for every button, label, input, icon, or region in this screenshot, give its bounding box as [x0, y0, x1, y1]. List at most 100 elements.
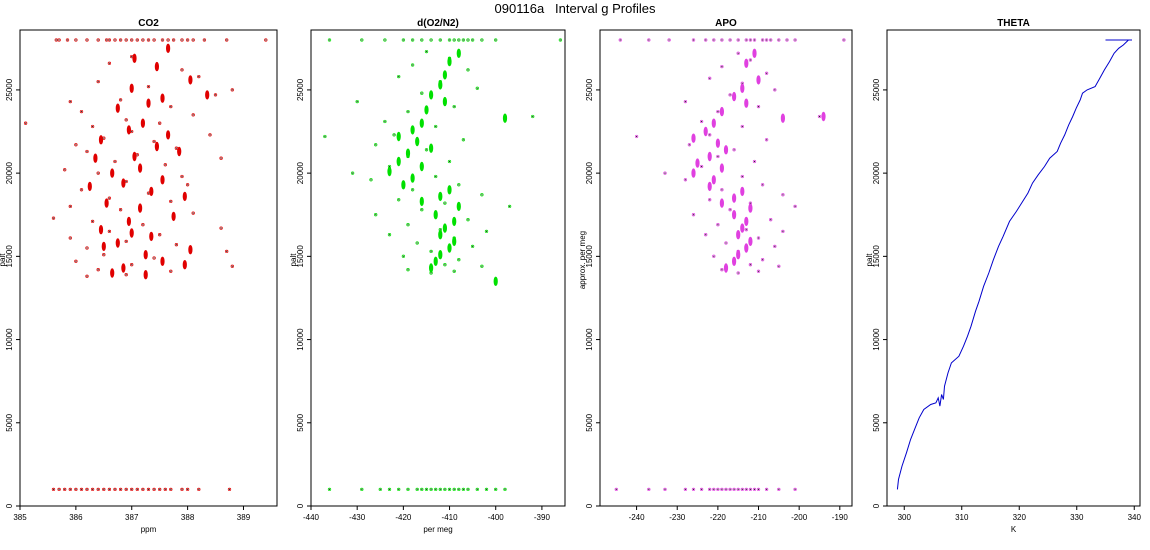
data-point	[634, 134, 639, 139]
data-point	[107, 38, 112, 42]
data-point	[202, 38, 207, 42]
dense-point-cluster	[452, 236, 457, 247]
dense-point-cluster	[387, 166, 392, 177]
data-point	[152, 487, 156, 492]
data-point-center	[733, 488, 735, 490]
plot-frame	[310, 29, 566, 507]
theta-profile-line	[896, 39, 1132, 490]
data-point-center	[467, 69, 469, 71]
dense-point-cluster	[419, 161, 424, 172]
data-point-center	[231, 265, 233, 267]
data-point	[169, 269, 173, 273]
y-tick-label: 15000	[585, 245, 594, 268]
data-point	[452, 104, 456, 109]
dense-point-cluster	[438, 230, 443, 240]
data-point-center	[226, 39, 228, 41]
dense-point-cluster	[744, 98, 749, 108]
figure-title: 090116a Interval g Profiles	[494, 1, 656, 16]
data-point	[781, 229, 785, 234]
data-point	[124, 239, 128, 244]
data-point-center	[220, 227, 222, 229]
x-axis-label: K	[1011, 525, 1017, 534]
data-point	[68, 99, 72, 104]
data-point-center	[375, 144, 377, 146]
data-point-center	[86, 39, 88, 41]
data-point	[699, 487, 704, 492]
data-point	[756, 236, 761, 240]
data-point-center	[147, 192, 150, 194]
data-point	[748, 487, 753, 492]
data-point	[74, 38, 78, 42]
data-point	[410, 188, 415, 192]
data-point	[169, 199, 173, 204]
data-point-center	[209, 134, 211, 136]
data-point-center	[794, 488, 796, 490]
dense-point-cluster	[429, 143, 434, 153]
data-point	[420, 487, 424, 492]
data-point	[712, 254, 716, 258]
data-point-center	[356, 101, 358, 103]
data-point	[434, 124, 438, 129]
data-point-center	[175, 147, 177, 149]
data-point-center	[701, 488, 703, 490]
data-point	[744, 38, 748, 42]
data-point-center	[66, 39, 69, 41]
plot-frame	[886, 29, 1141, 507]
dense-point-cluster	[748, 203, 753, 213]
dense-point-cluster	[447, 56, 452, 67]
data-point-center	[737, 272, 739, 274]
y-tick-label: 5000	[585, 413, 594, 431]
data-point	[724, 487, 728, 492]
data-point-center	[786, 39, 788, 41]
data-point	[374, 213, 378, 217]
y-tick-label: 0	[872, 503, 881, 508]
dense-point-cluster	[138, 163, 143, 173]
data-point-center	[753, 160, 756, 163]
data-point-center	[495, 488, 497, 490]
y-tick-label: 10000	[5, 328, 14, 351]
data-point-center	[701, 120, 703, 123]
data-point	[773, 244, 777, 249]
x-tick-label: -410	[442, 513, 459, 522]
data-point-center	[86, 150, 88, 153]
data-point-center	[120, 209, 122, 211]
data-point-center	[92, 220, 94, 222]
data-point-center	[161, 39, 164, 41]
data-point-center	[721, 488, 723, 490]
dense-point-cluster	[736, 230, 741, 240]
data-point-center	[108, 488, 110, 490]
dense-point-cluster	[132, 53, 137, 63]
data-point	[96, 38, 100, 42]
data-point	[118, 487, 123, 492]
data-point	[781, 193, 785, 197]
data-point	[720, 268, 724, 272]
data-point-center	[103, 254, 105, 256]
dense-point-cluster	[160, 93, 165, 103]
data-point-center	[159, 122, 161, 124]
data-point-center	[559, 39, 562, 41]
data-point	[169, 104, 173, 109]
data-point-center	[86, 275, 88, 277]
data-point-center	[770, 39, 772, 41]
data-point-center	[125, 274, 127, 276]
dense-point-cluster	[442, 96, 447, 107]
data-point-center	[509, 205, 511, 207]
data-point-center	[757, 106, 760, 108]
dense-point-cluster	[442, 223, 447, 233]
data-point-center	[181, 488, 183, 490]
data-point	[146, 38, 151, 42]
data-point-center	[721, 269, 723, 271]
data-point-center	[421, 92, 423, 94]
data-point-center	[749, 202, 752, 204]
dense-point-cluster	[154, 141, 159, 152]
data-point	[383, 119, 387, 124]
data-point	[740, 174, 744, 179]
data-point	[773, 88, 777, 92]
data-point-center	[481, 265, 483, 267]
data-point	[691, 487, 696, 492]
data-point	[752, 487, 757, 492]
data-point-center	[467, 219, 469, 221]
data-point-center	[328, 39, 331, 41]
data-point-center	[749, 488, 752, 490]
data-point	[438, 38, 442, 42]
